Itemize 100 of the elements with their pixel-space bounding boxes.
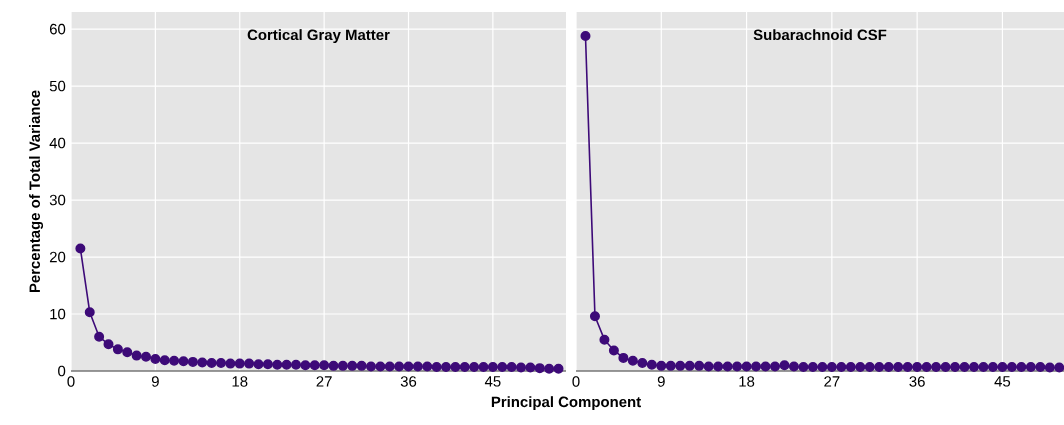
point xyxy=(950,362,961,373)
point xyxy=(487,362,498,373)
point xyxy=(478,362,489,373)
point xyxy=(169,355,180,366)
point xyxy=(553,363,564,374)
point xyxy=(150,354,161,365)
point xyxy=(422,361,433,372)
point xyxy=(656,360,667,371)
text: Cortical Gray Matter xyxy=(247,29,390,44)
x-tick-label: 27 xyxy=(316,376,332,387)
x-tick-label: 0 xyxy=(572,376,580,387)
y-tick-label: 0 xyxy=(58,365,66,377)
point xyxy=(997,362,1008,373)
point xyxy=(534,363,545,374)
point xyxy=(608,345,619,356)
point xyxy=(394,361,405,372)
point xyxy=(525,362,536,373)
x-tick-label: 9 xyxy=(151,376,159,387)
point xyxy=(684,360,695,371)
point xyxy=(431,362,442,373)
point xyxy=(84,307,95,318)
point xyxy=(1025,362,1036,373)
point xyxy=(384,361,395,372)
point xyxy=(836,362,847,373)
point xyxy=(770,361,780,372)
point xyxy=(1006,362,1017,373)
point xyxy=(356,360,367,371)
point xyxy=(291,359,301,370)
point xyxy=(281,359,292,370)
point xyxy=(589,311,600,322)
x-tick-label: 45 xyxy=(994,376,1011,387)
point xyxy=(544,363,555,374)
point xyxy=(874,362,885,373)
x-tick-label: 18 xyxy=(739,376,755,387)
point xyxy=(347,360,358,371)
point xyxy=(328,360,339,371)
point xyxy=(103,339,114,350)
x-tick-label: 9 xyxy=(657,376,665,387)
y-tick-label: 40 xyxy=(49,137,66,149)
point xyxy=(855,362,866,373)
point xyxy=(751,361,762,372)
point xyxy=(141,351,151,362)
point xyxy=(959,362,970,373)
point xyxy=(618,352,629,363)
point xyxy=(516,362,526,373)
point xyxy=(253,359,264,370)
point xyxy=(497,362,508,373)
point xyxy=(469,362,480,373)
point xyxy=(1035,362,1046,373)
point xyxy=(272,359,283,370)
y-tick-label: 10 xyxy=(50,308,66,320)
point xyxy=(197,357,208,368)
point xyxy=(788,361,799,372)
point xyxy=(931,362,942,373)
point xyxy=(912,362,923,373)
point xyxy=(637,358,648,369)
point xyxy=(694,360,705,371)
point xyxy=(703,361,714,372)
point xyxy=(826,362,837,373)
point xyxy=(319,360,330,371)
point xyxy=(178,356,189,367)
point xyxy=(845,362,856,373)
x-tick-label: 18 xyxy=(232,376,248,387)
y-tick-label: 50 xyxy=(49,80,66,92)
point xyxy=(599,334,610,345)
point xyxy=(1044,362,1055,373)
point xyxy=(968,362,979,373)
point xyxy=(580,30,591,41)
point xyxy=(309,360,320,371)
point xyxy=(122,347,133,358)
point xyxy=(337,360,348,371)
point xyxy=(412,361,423,372)
point xyxy=(675,360,686,371)
x-tick-label: 36 xyxy=(909,376,925,387)
point xyxy=(902,362,913,373)
point xyxy=(216,358,226,369)
point xyxy=(159,355,170,366)
point xyxy=(978,362,989,373)
point xyxy=(741,361,752,372)
point xyxy=(403,361,414,372)
point xyxy=(506,362,517,373)
point xyxy=(713,361,724,372)
x-tick-label: 27 xyxy=(824,376,840,387)
point xyxy=(883,362,894,373)
x-tick-label: 0 xyxy=(67,376,75,387)
point xyxy=(187,356,198,367)
point xyxy=(760,361,771,372)
point xyxy=(1054,362,1064,373)
point xyxy=(1016,362,1027,373)
point xyxy=(893,362,904,373)
y-tick-label: 60 xyxy=(49,23,66,35)
point xyxy=(987,362,998,373)
point xyxy=(94,331,105,342)
y-tick-label: 30 xyxy=(49,194,66,206)
text: Subarachnoid CSF xyxy=(753,29,887,41)
point xyxy=(75,243,86,254)
point xyxy=(206,358,217,369)
point xyxy=(244,358,255,369)
point xyxy=(807,362,818,373)
point xyxy=(779,360,790,371)
